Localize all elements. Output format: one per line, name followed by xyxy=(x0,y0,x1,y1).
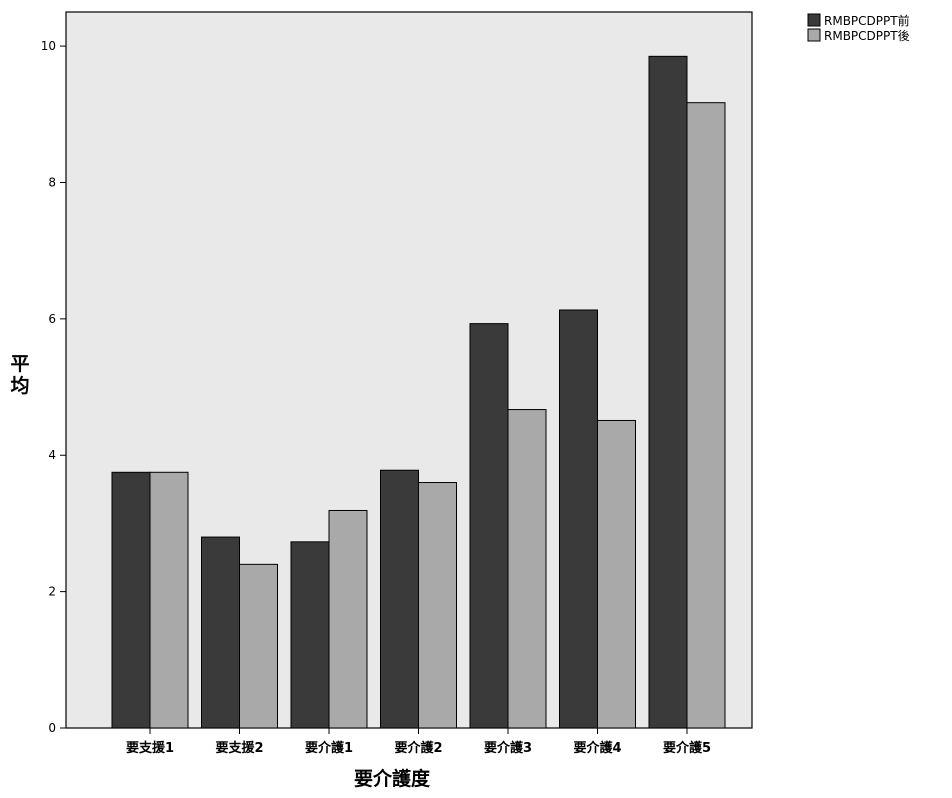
bar-after-4 xyxy=(418,482,457,729)
bar-before-7 xyxy=(648,55,688,729)
bar-after-5 xyxy=(507,409,547,729)
y-tick-label: 8 xyxy=(48,175,56,189)
legend-label-after: RMBPCDPPT後 xyxy=(824,29,910,43)
bar-before-4 xyxy=(380,469,419,729)
bar-before-1 xyxy=(111,471,151,729)
x-tick-label: 要支援2 xyxy=(215,740,263,756)
bar-after-3 xyxy=(328,509,368,729)
bar-before-3 xyxy=(290,541,330,729)
bar-before-5 xyxy=(469,323,509,729)
x-tick-label: 要介護1 xyxy=(305,740,353,756)
y-tick-label: 0 xyxy=(48,721,56,735)
x-tick-label: 要介護4 xyxy=(573,740,621,756)
y-tick-label: 4 xyxy=(48,448,56,462)
y-tick-label: 2 xyxy=(48,585,56,599)
bars xyxy=(111,55,726,729)
x-tick-label: 要介護2 xyxy=(394,740,442,756)
bar-after-2 xyxy=(239,563,278,729)
legend-swatch-before xyxy=(807,13,821,27)
bar-after-1 xyxy=(149,471,189,729)
legend-swatch-after xyxy=(807,28,821,42)
y-tick-label: 6 xyxy=(48,312,56,326)
bar-after-7 xyxy=(686,102,726,729)
bar-before-2 xyxy=(201,536,240,729)
legend-label-before: RMBPCDPPT前 xyxy=(824,13,910,28)
y-axis: 0 2 4 6 8 10 xyxy=(41,39,66,735)
x-tick-label: 要介護3 xyxy=(484,740,532,756)
x-axis: 要支援1 要支援2 要介護1 要介護2 要介護3 要介護4 要介護5 xyxy=(126,728,711,756)
x-tick-label: 要支援1 xyxy=(126,740,174,756)
y-axis-title: 平均 xyxy=(10,353,29,397)
x-axis-title: 要介護度 xyxy=(354,767,431,790)
x-tick-label: 要介護5 xyxy=(663,740,711,756)
y-tick-label: 10 xyxy=(41,39,56,53)
bar-after-6 xyxy=(597,419,636,729)
bar-before-6 xyxy=(559,309,598,729)
